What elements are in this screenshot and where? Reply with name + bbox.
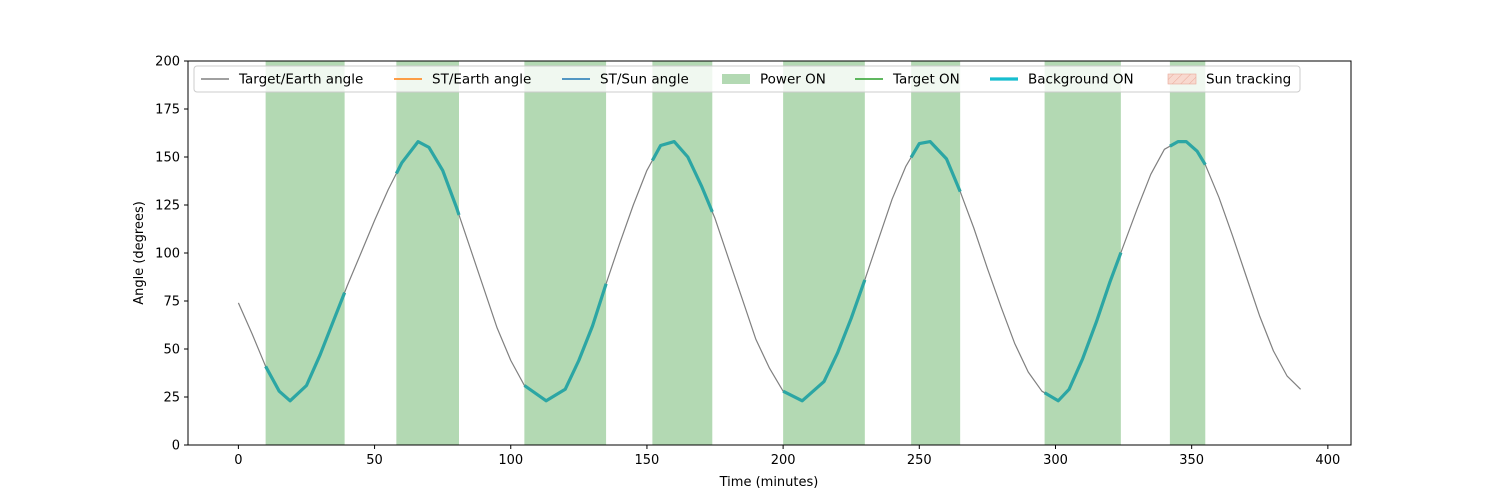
background-on-segment-0 — [264, 292, 347, 403]
background-on-segment-1 — [394, 140, 461, 216]
power-on-band-6 — [1044, 61, 1121, 445]
x-tick-label: 200 — [771, 453, 796, 468]
x-tick-label: 350 — [1179, 453, 1204, 468]
background-on-segment-5 — [909, 140, 962, 193]
power-on-band-1 — [396, 61, 460, 445]
power-on-band-3 — [652, 61, 713, 445]
y-axis-label: Angle (degrees) — [132, 201, 147, 305]
x-axis-label: Time (minutes) — [719, 475, 819, 490]
y-tick-label: 200 — [155, 55, 180, 70]
x-tick-label: 400 — [1315, 453, 1340, 468]
background-on-segment-6 — [1043, 252, 1123, 403]
background-on-segment-4 — [782, 279, 867, 403]
y-tick-label: 25 — [163, 391, 180, 406]
legend-label-background-on: Background ON — [1028, 72, 1134, 88]
power-on-band-7 — [1169, 61, 1206, 445]
y-tick-label: 100 — [155, 247, 180, 262]
power-on-band-4 — [783, 61, 865, 445]
legend-label-sun-tracking: Sun tracking — [1206, 72, 1291, 88]
power-on-band-0 — [265, 61, 345, 445]
x-tick-label: 150 — [635, 453, 660, 468]
legend-label-target-on: Target ON — [892, 72, 960, 88]
y-tick-label: 150 — [155, 151, 180, 166]
power-on-bands — [265, 61, 1206, 445]
legend: Target/Earth angle ST/Earth angle ST/Sun a… — [193, 65, 1301, 93]
y-tick-label: 175 — [155, 103, 180, 118]
y-tick-label: 0 — [172, 439, 180, 454]
series-lines — [237, 140, 1302, 403]
background-on-segment-2 — [523, 283, 608, 403]
background-on-segment-3 — [650, 140, 714, 213]
x-axis-ticks: 0 50 100 150 200 250 300 350 400 — [234, 445, 1340, 468]
y-tick-label: 50 — [163, 343, 180, 358]
y-tick-label: 125 — [155, 199, 180, 214]
power-on-band-5 — [911, 61, 961, 445]
legend-label-power-on: Power ON — [760, 72, 826, 88]
y-axis-ticks: 0 25 50 75 100 125 150 175 200 — [155, 55, 188, 454]
legend-label-st-earth-angle: ST/Earth angle — [432, 72, 531, 88]
legend-handle-sun-tracking — [1167, 73, 1197, 85]
background-on-segment-7 — [1169, 140, 1207, 166]
power-on-band-2 — [524, 61, 607, 445]
x-tick-label: 300 — [1043, 453, 1068, 468]
legend-label-target-earth-angle: Target/Earth angle — [238, 72, 363, 88]
x-tick-label: 100 — [498, 453, 523, 468]
x-tick-label: 0 — [234, 453, 242, 468]
legend-label-st-sun-angle: ST/Sun angle — [600, 72, 689, 88]
x-tick-label: 250 — [907, 453, 932, 468]
legend-handle-power-on — [722, 74, 750, 84]
x-tick-label: 50 — [366, 453, 383, 468]
y-tick-label: 75 — [163, 295, 180, 310]
